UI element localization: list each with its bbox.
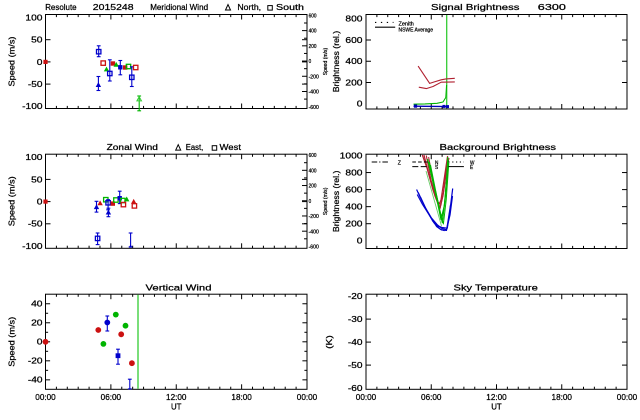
svg-text:6300: 6300 [538,2,566,12]
svg-text:-30: -30 [348,314,363,324]
svg-text:Brightness (rel.): Brightness (rel.) [331,170,341,232]
svg-text:-100: -100 [22,101,43,111]
svg-text:0: 0 [37,57,43,67]
svg-text:0: 0 [37,337,43,347]
svg-text:-50: -50 [348,360,363,370]
svg-text:Speed (m/s): Speed (m/s) [7,36,17,86]
svg-text:200: 200 [345,219,362,229]
svg-text:UT: UT [171,401,182,411]
svg-text:00:00: 00:00 [35,392,56,402]
svg-text:100: 100 [25,12,42,22]
svg-text:400: 400 [309,29,317,35]
svg-text:0: 0 [37,197,43,207]
svg-text:1000: 1000 [340,150,363,160]
svg-text:0: 0 [357,99,363,109]
svg-text:0: 0 [309,59,312,65]
svg-text:-600: -600 [309,105,319,111]
svg-text:East,: East, [186,142,203,152]
svg-text:50: 50 [31,35,43,45]
svg-text:UT: UT [491,401,502,411]
svg-text:0: 0 [309,199,312,205]
svg-text:N: N [435,160,438,166]
svg-text:600: 600 [345,185,362,195]
svg-text:400: 400 [309,168,317,174]
svg-text:06:00: 06:00 [421,392,442,402]
svg-text:Brightness (rel.): Brightness (rel.) [331,31,341,93]
svg-text:12:00: 12:00 [166,392,187,402]
svg-text:600: 600 [309,153,317,159]
svg-text:South: South [276,2,304,12]
svg-text:Speed (m/s): Speed (m/s) [323,48,329,76]
svg-text:600: 600 [309,13,317,19]
svg-text:Signal Brightness: Signal Brightness [431,2,520,12]
svg-text:E: E [470,165,473,171]
svg-text:-60: -60 [348,383,363,393]
svg-text:200: 200 [345,77,362,87]
svg-text:Resolute: Resolute [45,2,77,12]
svg-text:200: 200 [309,44,317,50]
svg-text:Sky Temperature: Sky Temperature [454,283,539,293]
svg-text:Speed (m/s): Speed (m/s) [7,176,17,226]
svg-text:00:00: 00:00 [297,392,318,402]
svg-text:Vertical Wind: Vertical Wind [146,283,212,293]
svg-text:Speed (m/s): Speed (m/s) [323,187,329,215]
svg-text:800: 800 [345,167,362,177]
svg-text:200: 200 [309,184,317,190]
svg-text:Meridional Wind: Meridional Wind [150,2,208,12]
svg-text:06:00: 06:00 [101,392,122,402]
svg-text:-400: -400 [309,229,319,235]
svg-text:2015248: 2015248 [93,2,134,12]
svg-text:-200: -200 [309,214,319,220]
svg-text:400: 400 [345,56,362,66]
svg-text:18:00: 18:00 [231,392,252,402]
svg-text:S: S [435,165,438,171]
svg-text:Background Brightness: Background Brightness [440,142,557,152]
svg-text:-50: -50 [28,79,43,89]
svg-text:600: 600 [345,35,362,45]
svg-text:-20: -20 [348,291,363,301]
svg-text:-20: -20 [28,356,43,366]
svg-text:Zenith: Zenith [399,22,414,28]
svg-text:-100: -100 [22,241,43,251]
svg-text:-400: -400 [309,90,319,96]
svg-text:00:00: 00:00 [356,392,377,402]
svg-text:West: West [220,142,242,152]
svg-text:(K): (K) [324,335,334,349]
svg-text:40: 40 [31,299,43,309]
svg-text:00:00: 00:00 [617,392,638,402]
svg-text:18:00: 18:00 [552,392,573,402]
svg-text:-50: -50 [28,219,43,229]
svg-text:Z: Z [398,160,402,166]
svg-text:20: 20 [31,318,43,328]
svg-text:-600: -600 [309,245,319,251]
svg-text:-40: -40 [348,337,363,347]
svg-text:W: W [470,160,475,166]
svg-text:12:00: 12:00 [486,392,507,402]
svg-text:Speed (m/s): Speed (m/s) [7,317,17,367]
svg-text:-40: -40 [28,375,43,385]
svg-text:800: 800 [345,14,362,24]
svg-text:50: 50 [31,174,43,184]
svg-text:100: 100 [25,152,42,162]
svg-text:400: 400 [345,202,362,212]
svg-text:NSWE Average: NSWE Average [399,27,434,33]
svg-text:0: 0 [357,236,363,246]
svg-text:-200: -200 [309,74,319,80]
svg-text:Zonal Wind: Zonal Wind [107,142,159,152]
svg-text:North,: North, [237,2,261,12]
